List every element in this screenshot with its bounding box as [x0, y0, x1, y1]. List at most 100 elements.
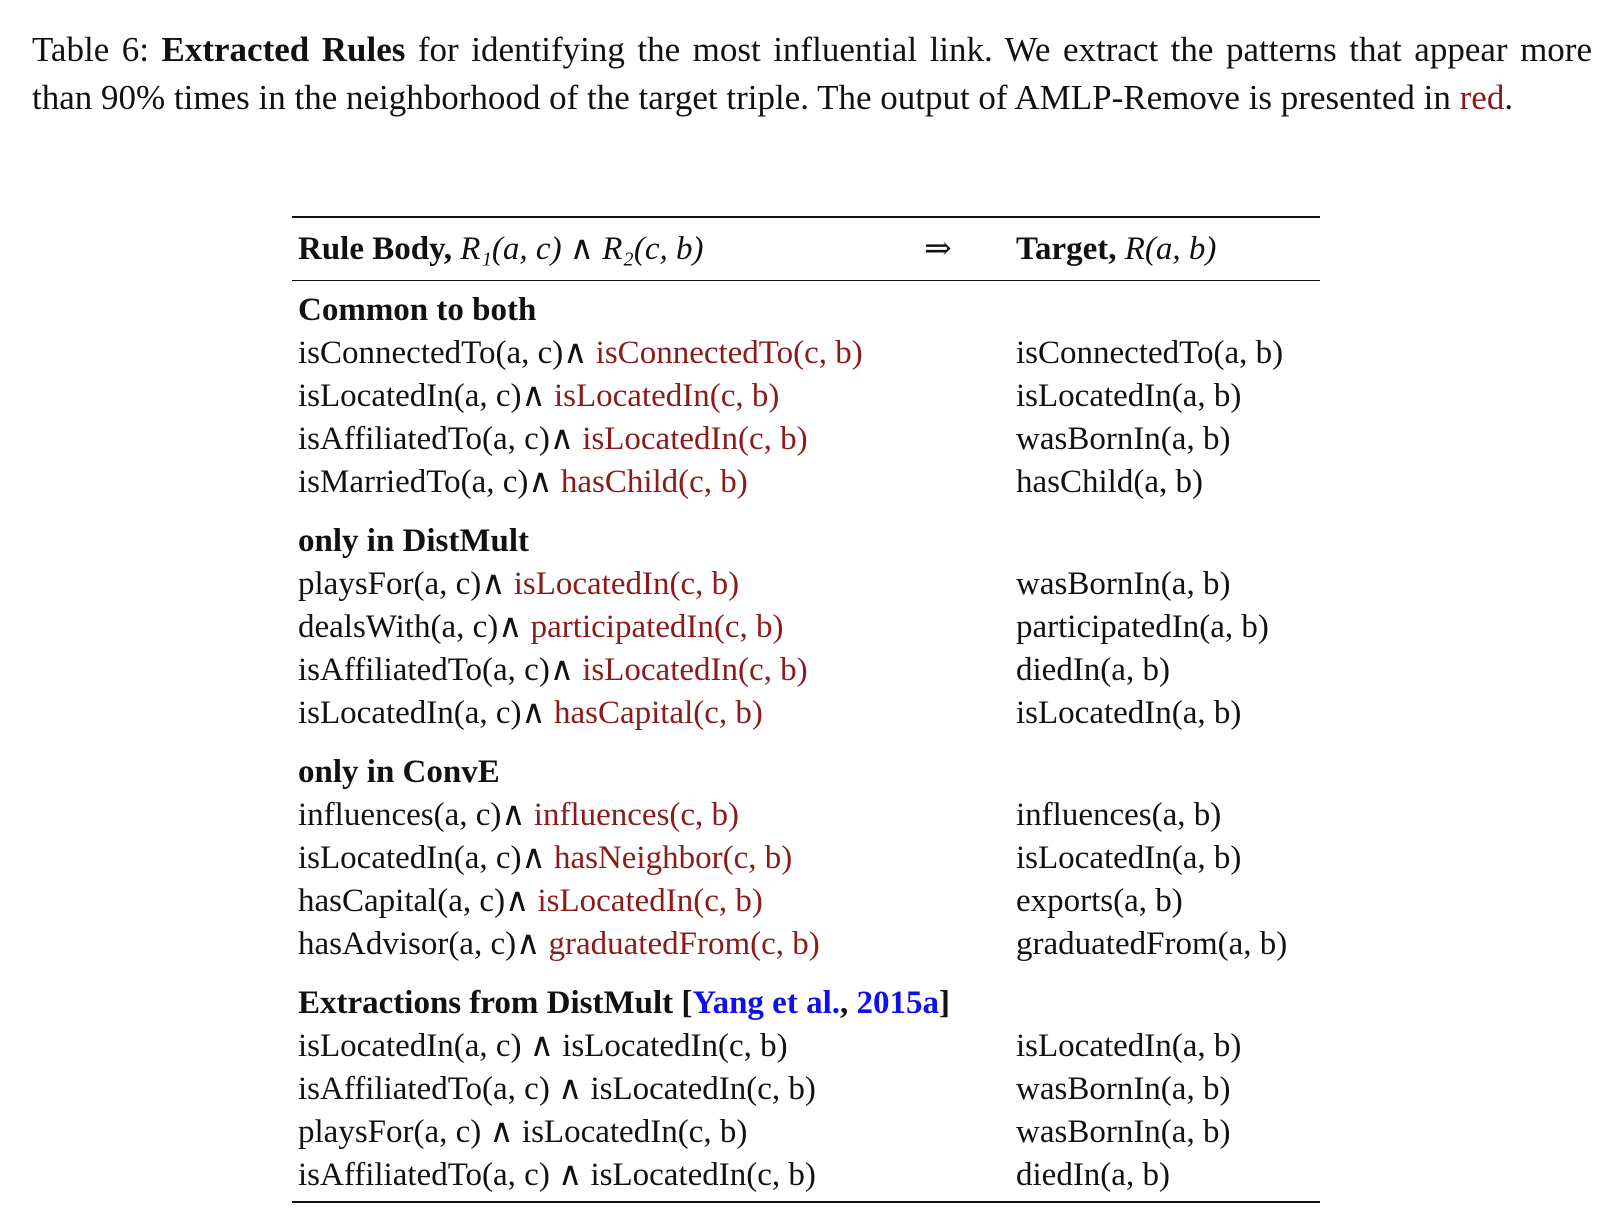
- rule-body-first-relation: isLocatedIn(a, c)∧: [298, 695, 554, 731]
- rule-target: diedIn(a, b): [1016, 652, 1170, 688]
- extraction-rule-body: isLocatedIn(a, c) ∧ isLocatedIn(c, b): [298, 1028, 788, 1064]
- rule-body: isAffiliatedTo(a, c)∧ isLocatedIn(c, b): [298, 649, 808, 692]
- header-target-math: R(a, b): [1124, 231, 1217, 267]
- rule-target: isConnectedTo(a, b): [1016, 335, 1284, 371]
- rule-row: playsFor(a, c)∧ isLocatedIn(c, b) wasBorn…: [292, 563, 1320, 606]
- rule-body-first-relation: isMarriedTo(a, c)∧: [298, 464, 561, 500]
- header-target: Target, R(a, b): [1016, 218, 1216, 280]
- table-caption: Table 6: Extracted Rules for identifying…: [32, 26, 1592, 122]
- section-title-text: only in DistMult: [298, 523, 530, 559]
- extraction-rows: isLocatedIn(a, c) ∧ isLocatedIn(c, b) isL…: [292, 1025, 1320, 1197]
- rule-row: hasAdvisor(a, c)∧ graduatedFrom(c, b) gra…: [292, 923, 1320, 966]
- rule-target: influences(a, b): [1016, 797, 1222, 833]
- rule-target: hasChild(a, b): [1016, 464, 1203, 500]
- rule-body-removed-relation: isLocatedIn(c, b): [553, 378, 780, 414]
- rule-row: isMarriedTo(a, c)∧ hasChild(c, b) hasChil…: [292, 461, 1320, 504]
- rule-row: isLocatedIn(a, c)∧ hasCapital(c, b) isLoc…: [292, 692, 1320, 735]
- rule-body: isMarriedTo(a, c)∧ hasChild(c, b): [298, 461, 748, 504]
- extraction-rule-target: wasBornIn(a, b): [1016, 1071, 1231, 1107]
- rule-body-first-relation: isAffiliatedTo(a, c)∧: [298, 421, 583, 457]
- citation-year-link[interactable]: 2015a: [856, 985, 940, 1021]
- rule-row: isConnectedTo(a, c)∧ isConnectedTo(c, b)…: [292, 332, 1320, 375]
- citation-author-link[interactable]: Yang et al.: [692, 985, 840, 1021]
- rule-body-removed-relation: isLocatedIn(c, b): [582, 652, 808, 688]
- extraction-row: isLocatedIn(a, c) ∧ isLocatedIn(c, b) isL…: [292, 1025, 1320, 1068]
- extraction-rule-target: diedIn(a, b): [1016, 1157, 1170, 1193]
- extraction-rule-target: isLocatedIn(a, b): [1016, 1028, 1242, 1064]
- rule-body-first-relation: playsFor(a, c)∧: [298, 566, 514, 602]
- rule-body-removed-relation: hasCapital(c, b): [553, 695, 763, 731]
- rule-row: isAffiliatedTo(a, c)∧ isLocatedIn(c, b) d…: [292, 649, 1320, 692]
- rule-target: graduatedFrom(a, b): [1016, 926, 1288, 962]
- extraction-row: isAffiliatedTo(a, c) ∧ isLocatedIn(c, b)…: [292, 1154, 1320, 1197]
- caption-text: for identifying the most influential lin…: [32, 30, 1592, 117]
- rule-body-first-relation: isLocatedIn(a, c)∧: [298, 840, 554, 876]
- rule-body-removed-relation: isLocatedIn(c, b): [537, 883, 763, 919]
- rule-body: isLocatedIn(a, c)∧ hasNeighbor(c, b): [298, 837, 792, 880]
- section-title: only in DistMult: [292, 520, 1320, 563]
- rule-target: wasBornIn(a, b): [1016, 566, 1231, 602]
- section-title-extractions: Extractions from DistMult [Yang et al., …: [292, 982, 1320, 1025]
- rule-target: isLocatedIn(a, b): [1016, 695, 1242, 731]
- rule-body-removed-relation: hasChild(c, b): [560, 464, 748, 500]
- caption-title: Extracted Rules: [161, 30, 406, 69]
- rule-body-removed-relation: isLocatedIn(c, b): [513, 566, 740, 602]
- extraction-title-suffix: ]: [939, 985, 950, 1021]
- rule-target: wasBornIn(a, b): [1016, 421, 1231, 457]
- rule-body-removed-relation: isConnectedTo(c, b): [595, 335, 863, 371]
- extraction-row: playsFor(a, c) ∧ isLocatedIn(c, b) wasBor…: [292, 1111, 1320, 1154]
- extraction-rule-body: isAffiliatedTo(a, c) ∧ isLocatedIn(c, b): [298, 1157, 816, 1193]
- rule-target: isLocatedIn(a, b): [1016, 840, 1242, 876]
- rule-body-first-relation: influences(a, c)∧: [298, 797, 534, 833]
- rule-body-removed-relation: graduatedFrom(c, b): [548, 926, 820, 962]
- rule-body: influences(a, c)∧ influences(c, b): [298, 794, 739, 837]
- rule-row: isLocatedIn(a, c)∧ isLocatedIn(c, b) isLo…: [292, 375, 1320, 418]
- extraction-rule-body: playsFor(a, c) ∧ isLocatedIn(c, b): [298, 1114, 748, 1150]
- rule-body-first-relation: isConnectedTo(a, c)∧: [298, 335, 596, 371]
- extraction-row: isAffiliatedTo(a, c) ∧ isLocatedIn(c, b)…: [292, 1068, 1320, 1111]
- rule-body-removed-relation: hasNeighbor(c, b): [553, 840, 793, 876]
- rule-target: isLocatedIn(a, b): [1016, 378, 1242, 414]
- table-header-rule: [292, 280, 1320, 281]
- header-rule-body-math: R₁(a, c) ∧ R₂(c, b): [460, 231, 704, 267]
- section-title: Common to both: [292, 289, 1320, 332]
- header-implies-arrow: ⇒: [924, 231, 952, 267]
- rule-body: isConnectedTo(a, c)∧ isConnectedTo(c, b): [298, 332, 863, 375]
- citation-separator: ,: [840, 985, 857, 1021]
- rule-body-first-relation: isAffiliatedTo(a, c)∧: [298, 652, 583, 688]
- extraction-rule-body: isAffiliatedTo(a, c) ∧ isLocatedIn(c, b): [298, 1071, 816, 1107]
- table-bottom-rule: [292, 1201, 1320, 1203]
- rule-row: isAffiliatedTo(a, c)∧ isLocatedIn(c, b) w…: [292, 418, 1320, 461]
- rule-body: isAffiliatedTo(a, c)∧ isLocatedIn(c, b): [298, 418, 808, 461]
- section-title-text: Common to both: [298, 292, 537, 328]
- extraction-title-prefix: Extractions from DistMult [: [298, 985, 693, 1021]
- rule-body: isLocatedIn(a, c)∧ isLocatedIn(c, b): [298, 375, 779, 418]
- table-sections: Common to both isConnectedTo(a, c)∧ isCon…: [292, 289, 1320, 966]
- table-header-row: Rule Body, R₁(a, c) ∧ R₂(c, b) ⇒ Target,…: [292, 218, 1320, 280]
- rule-row: influences(a, c)∧ influences(c, b) influe…: [292, 794, 1320, 837]
- caption-label: Table 6:: [32, 30, 162, 69]
- rule-body-first-relation: hasCapital(a, c)∧: [298, 883, 538, 919]
- rule-body: hasCapital(a, c)∧ isLocatedIn(c, b): [298, 880, 763, 923]
- rule-body-first-relation: hasAdvisor(a, c)∧: [298, 926, 549, 962]
- rule-body: isLocatedIn(a, c)∧ hasCapital(c, b): [298, 692, 763, 735]
- rule-row: hasCapital(a, c)∧ isLocatedIn(c, b) expor…: [292, 880, 1320, 923]
- extraction-rule-target: wasBornIn(a, b): [1016, 1114, 1231, 1150]
- rule-body-first-relation: dealsWith(a, c)∧: [298, 609, 531, 645]
- rule-row: isLocatedIn(a, c)∧ hasNeighbor(c, b) isLo…: [292, 837, 1320, 880]
- section-title-text: only in ConvE: [298, 754, 500, 790]
- caption-red-word: red: [1459, 78, 1505, 117]
- table-top-rule: [292, 216, 1320, 218]
- rule-body: hasAdvisor(a, c)∧ graduatedFrom(c, b): [298, 923, 820, 966]
- rule-row: dealsWith(a, c)∧ participatedIn(c, b) par…: [292, 606, 1320, 649]
- rule-body-removed-relation: participatedIn(c, b): [530, 609, 784, 645]
- rule-body-first-relation: isLocatedIn(a, c)∧: [298, 378, 554, 414]
- rules-table: Rule Body, R₁(a, c) ∧ R₂(c, b) ⇒ Target,…: [292, 216, 1320, 1203]
- rule-target: participatedIn(a, b): [1016, 609, 1269, 645]
- rule-body: playsFor(a, c)∧ isLocatedIn(c, b): [298, 563, 739, 606]
- header-rule-body-label: Rule Body,: [298, 231, 461, 267]
- header-target-label: Target,: [1016, 231, 1125, 267]
- rule-body-removed-relation: isLocatedIn(c, b): [582, 421, 808, 457]
- header-rule-body: Rule Body, R₁(a, c) ∧ R₂(c, b): [298, 218, 703, 280]
- rule-target: exports(a, b): [1016, 883, 1183, 919]
